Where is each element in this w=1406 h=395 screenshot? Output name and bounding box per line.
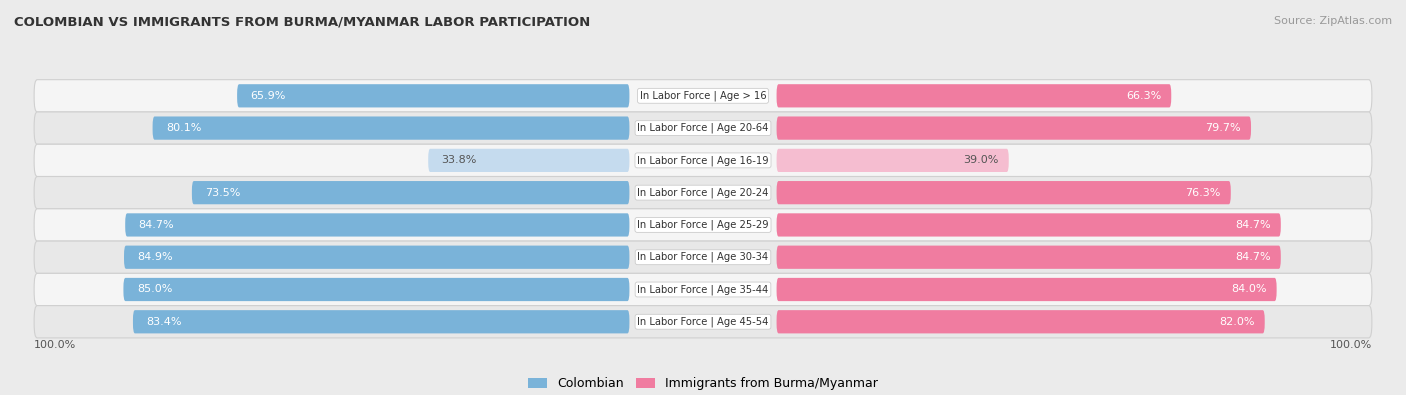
Text: In Labor Force | Age 35-44: In Labor Force | Age 35-44	[637, 284, 769, 295]
FancyBboxPatch shape	[776, 310, 1265, 333]
FancyBboxPatch shape	[124, 278, 630, 301]
FancyBboxPatch shape	[34, 241, 1372, 273]
FancyBboxPatch shape	[134, 310, 630, 333]
Text: 84.7%: 84.7%	[139, 220, 174, 230]
Text: 100.0%: 100.0%	[34, 340, 76, 350]
FancyBboxPatch shape	[776, 117, 1251, 140]
FancyBboxPatch shape	[776, 278, 1277, 301]
Text: COLOMBIAN VS IMMIGRANTS FROM BURMA/MYANMAR LABOR PARTICIPATION: COLOMBIAN VS IMMIGRANTS FROM BURMA/MYANM…	[14, 16, 591, 29]
Text: 84.0%: 84.0%	[1232, 284, 1267, 295]
Text: In Labor Force | Age 20-64: In Labor Force | Age 20-64	[637, 123, 769, 134]
Text: 66.3%: 66.3%	[1126, 91, 1161, 101]
FancyBboxPatch shape	[153, 117, 630, 140]
FancyBboxPatch shape	[238, 84, 630, 107]
Text: In Labor Force | Age > 16: In Labor Force | Age > 16	[640, 90, 766, 101]
Text: In Labor Force | Age 20-24: In Labor Force | Age 20-24	[637, 187, 769, 198]
FancyBboxPatch shape	[34, 144, 1372, 177]
Text: Source: ZipAtlas.com: Source: ZipAtlas.com	[1274, 16, 1392, 26]
Text: In Labor Force | Age 16-19: In Labor Force | Age 16-19	[637, 155, 769, 166]
Text: 100.0%: 100.0%	[1330, 340, 1372, 350]
Text: 84.9%: 84.9%	[138, 252, 173, 262]
Text: 85.0%: 85.0%	[136, 284, 172, 295]
FancyBboxPatch shape	[776, 149, 1008, 172]
Text: In Labor Force | Age 25-29: In Labor Force | Age 25-29	[637, 220, 769, 230]
FancyBboxPatch shape	[191, 181, 630, 204]
Text: 79.7%: 79.7%	[1205, 123, 1241, 133]
FancyBboxPatch shape	[34, 177, 1372, 209]
FancyBboxPatch shape	[125, 213, 630, 237]
FancyBboxPatch shape	[34, 112, 1372, 144]
Text: 84.7%: 84.7%	[1234, 252, 1271, 262]
Text: 84.7%: 84.7%	[1234, 220, 1271, 230]
FancyBboxPatch shape	[34, 306, 1372, 338]
Legend: Colombian, Immigrants from Burma/Myanmar: Colombian, Immigrants from Burma/Myanmar	[523, 372, 883, 395]
FancyBboxPatch shape	[776, 84, 1171, 107]
Text: 76.3%: 76.3%	[1185, 188, 1220, 198]
Text: 39.0%: 39.0%	[963, 155, 998, 166]
FancyBboxPatch shape	[34, 80, 1372, 112]
FancyBboxPatch shape	[776, 181, 1230, 204]
Text: In Labor Force | Age 45-54: In Labor Force | Age 45-54	[637, 316, 769, 327]
FancyBboxPatch shape	[34, 209, 1372, 241]
Text: 33.8%: 33.8%	[441, 155, 477, 166]
FancyBboxPatch shape	[776, 246, 1281, 269]
FancyBboxPatch shape	[124, 246, 630, 269]
FancyBboxPatch shape	[429, 149, 630, 172]
Text: 83.4%: 83.4%	[146, 317, 181, 327]
FancyBboxPatch shape	[776, 213, 1281, 237]
Text: 65.9%: 65.9%	[250, 91, 285, 101]
Text: 73.5%: 73.5%	[205, 188, 240, 198]
Text: 80.1%: 80.1%	[166, 123, 201, 133]
Text: 82.0%: 82.0%	[1219, 317, 1254, 327]
Text: In Labor Force | Age 30-34: In Labor Force | Age 30-34	[637, 252, 769, 262]
FancyBboxPatch shape	[34, 273, 1372, 306]
